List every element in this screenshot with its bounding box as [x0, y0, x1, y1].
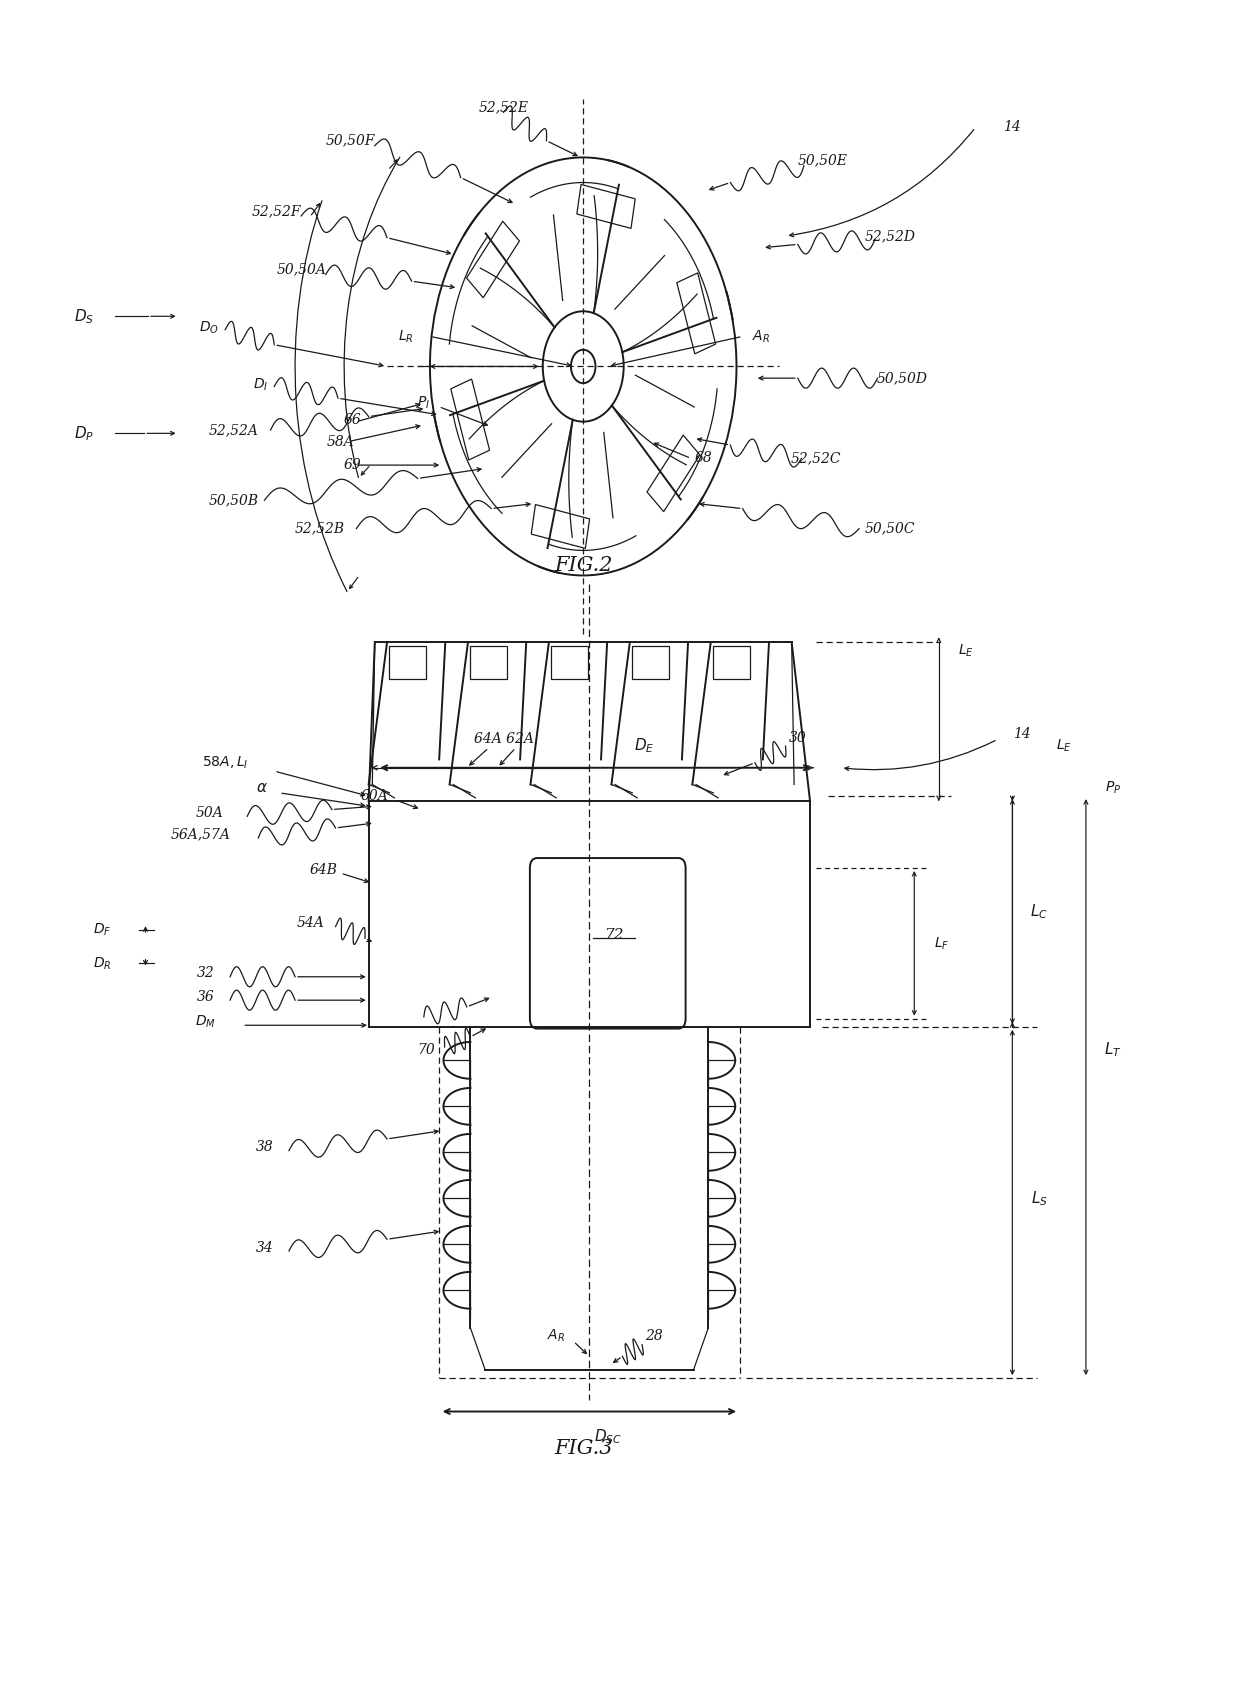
- Text: 28: 28: [646, 1329, 663, 1344]
- Text: 52,52F: 52,52F: [252, 204, 301, 217]
- Text: 32: 32: [197, 966, 215, 981]
- Text: 38: 38: [255, 1140, 273, 1155]
- Text: $D_M$: $D_M$: [195, 1013, 216, 1030]
- Text: 64A 62A: 64A 62A: [474, 732, 533, 747]
- Text: 58A: 58A: [326, 435, 355, 448]
- Text: 50A: 50A: [196, 806, 223, 819]
- Text: 50,50E: 50,50E: [797, 153, 847, 169]
- Text: $D_S$: $D_S$: [74, 307, 94, 325]
- Text: 50,50A: 50,50A: [277, 263, 326, 277]
- Text: $\alpha$: $\alpha$: [255, 781, 268, 794]
- Text: 60A: 60A: [361, 789, 388, 803]
- Text: $D_I$: $D_I$: [253, 376, 268, 393]
- Text: 50,50C: 50,50C: [864, 521, 915, 536]
- Text: 52,52A: 52,52A: [208, 423, 259, 437]
- Text: $P_I$: $P_I$: [418, 395, 430, 411]
- Text: $L_S$: $L_S$: [1030, 1189, 1048, 1207]
- Text: 14: 14: [1003, 120, 1022, 135]
- Text: $D_O$: $D_O$: [200, 320, 219, 336]
- Text: $L_T$: $L_T$: [1104, 1040, 1122, 1059]
- Text: 56A,57A: 56A,57A: [171, 828, 231, 841]
- Text: 30: 30: [789, 730, 807, 745]
- Text: $D_{SC}$: $D_{SC}$: [594, 1428, 621, 1447]
- Text: 66: 66: [343, 413, 362, 427]
- Text: 52,52C: 52,52C: [791, 452, 842, 465]
- Text: $D_F$: $D_F$: [93, 922, 112, 937]
- Text: $L_E$: $L_E$: [957, 642, 973, 659]
- Text: 69: 69: [343, 459, 362, 472]
- Text: 14: 14: [1013, 727, 1030, 742]
- Text: 52,52B: 52,52B: [295, 521, 345, 536]
- Text: $L_F$: $L_F$: [934, 936, 949, 951]
- Text: 52,52D: 52,52D: [864, 229, 915, 243]
- Text: 50,50D: 50,50D: [877, 371, 928, 384]
- Text: $L_R$: $L_R$: [398, 329, 413, 344]
- Text: $D_E$: $D_E$: [635, 737, 655, 755]
- Text: 52,52E: 52,52E: [479, 99, 528, 115]
- Text: $D_P$: $D_P$: [74, 423, 94, 443]
- Text: $D_R$: $D_R$: [93, 956, 112, 971]
- Text: 36: 36: [197, 990, 215, 1003]
- Text: $58A,L_I$: $58A,L_I$: [202, 755, 248, 771]
- Text: 64B: 64B: [309, 863, 337, 877]
- Text: 54A: 54A: [298, 915, 325, 931]
- Text: $A_R$: $A_R$: [751, 329, 770, 344]
- Text: FIG.2: FIG.2: [554, 556, 613, 575]
- Text: 70: 70: [418, 1044, 435, 1057]
- Text: 50,50B: 50,50B: [208, 494, 259, 507]
- Text: FIG.3: FIG.3: [554, 1438, 613, 1458]
- Text: $P_P$: $P_P$: [1105, 779, 1121, 796]
- Text: 50,50F: 50,50F: [326, 133, 374, 148]
- Text: 72: 72: [604, 927, 624, 942]
- Text: $L_E$: $L_E$: [1056, 738, 1071, 754]
- Text: 68: 68: [694, 452, 712, 465]
- Text: 34: 34: [255, 1241, 273, 1254]
- Text: $L_C$: $L_C$: [1030, 902, 1048, 921]
- Text: $A_R$: $A_R$: [547, 1329, 565, 1344]
